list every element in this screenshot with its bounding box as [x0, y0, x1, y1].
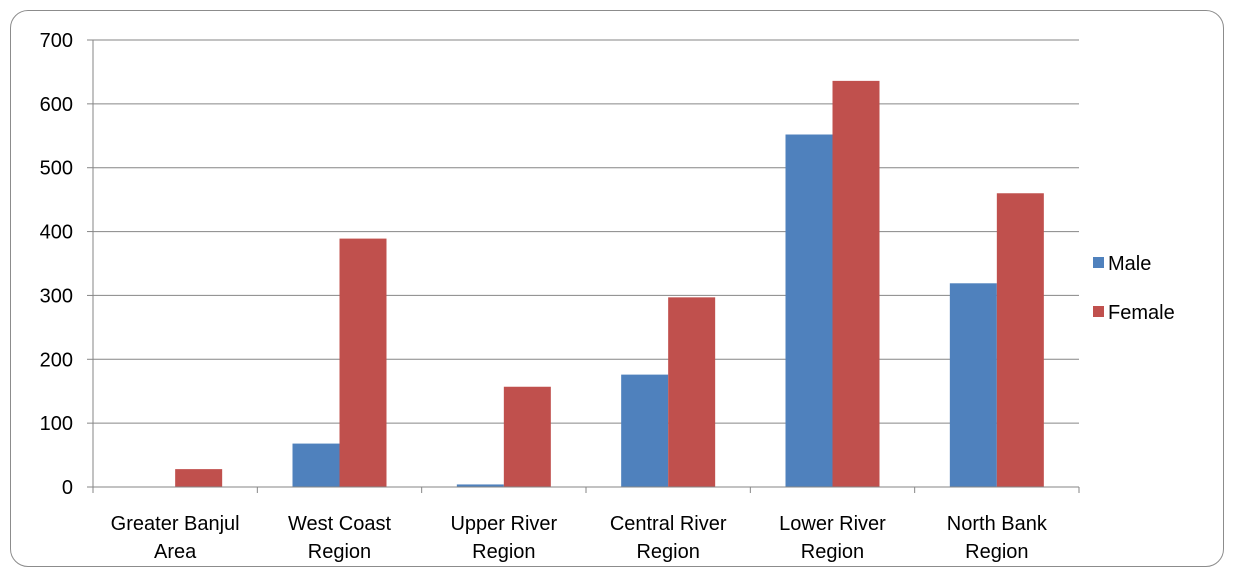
legend-swatch-female: [1093, 306, 1104, 317]
legend: Male Female: [1093, 253, 1175, 324]
x-tick-label: Region: [801, 541, 864, 563]
y-tick-label: 200: [40, 349, 73, 371]
y-tick-labels: 0 100 200 300 400 500 600 700: [40, 30, 73, 499]
x-tick-label: West Coast: [288, 513, 391, 535]
bar-male: [949, 283, 997, 487]
x-tick-labels: Greater Banjul Area West Coast Region Upper …: [111, 513, 1048, 563]
x-tick-label: Greater Banjul: [111, 513, 240, 535]
bar-male: [785, 134, 833, 487]
bar-male: [621, 374, 669, 487]
x-tick-label: Region: [636, 541, 699, 563]
y-tick-label: 400: [40, 222, 73, 244]
bar-female: [339, 238, 387, 487]
x-tick-label: Upper River: [450, 513, 557, 535]
bar-female: [832, 80, 880, 488]
bar-female: [996, 193, 1044, 487]
bar-female: [175, 469, 223, 487]
bar-female: [503, 386, 551, 487]
y-tick-label: 0: [62, 477, 73, 499]
legend-label-male: Male: [1108, 253, 1151, 275]
x-tick-label: Region: [308, 541, 371, 563]
bar-male: [456, 484, 504, 487]
y-tick-label: 300: [40, 285, 73, 307]
y-tick-label: 500: [40, 158, 73, 180]
x-tick-label: Lower River: [779, 513, 886, 535]
y-tick-label: 600: [40, 94, 73, 116]
y-tick-label: 100: [40, 413, 73, 435]
bar-female: [668, 297, 716, 487]
axes: [87, 39, 1080, 493]
y-tick-label: 700: [40, 30, 73, 52]
bars: [175, 80, 1044, 488]
gridlines: [93, 39, 1079, 424]
legend-label-female: Female: [1108, 302, 1175, 324]
x-tick-label: Region: [965, 541, 1028, 563]
x-tick-label: North Bank: [947, 513, 1048, 535]
bar-male: [292, 443, 340, 487]
legend-swatch-male: [1093, 257, 1104, 268]
x-tick-label: Central River: [610, 513, 727, 535]
x-tick-label: Area: [154, 541, 197, 563]
x-tick-label: Region: [472, 541, 535, 563]
